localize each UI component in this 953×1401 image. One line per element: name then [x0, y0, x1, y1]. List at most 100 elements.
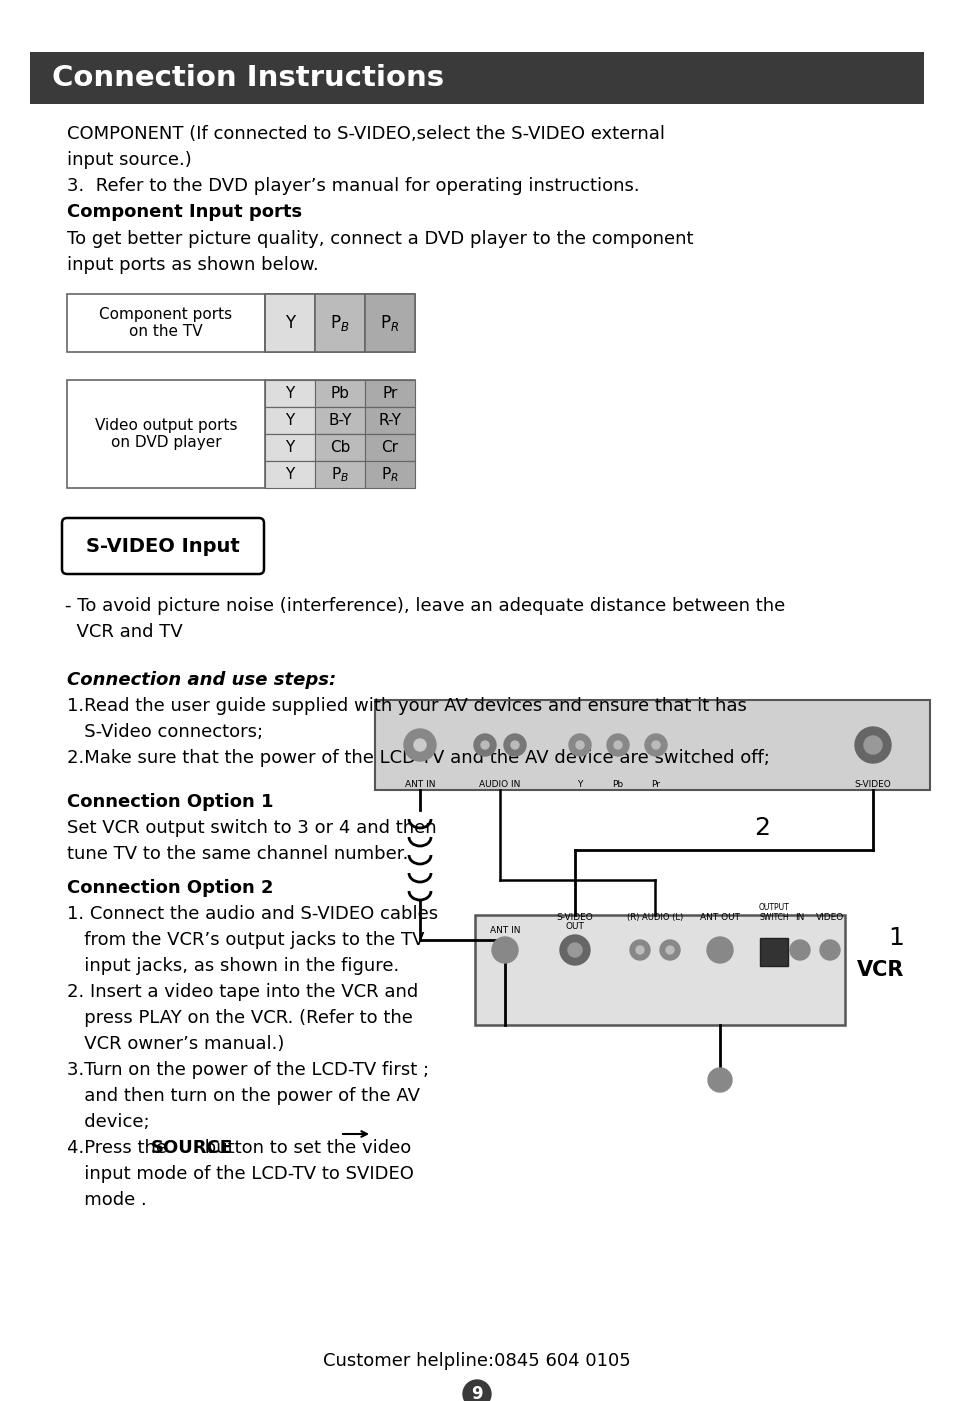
Text: VCR owner’s manual.): VCR owner’s manual.)	[67, 1035, 284, 1054]
Text: VCR and TV: VCR and TV	[65, 623, 183, 642]
Text: P$_R$: P$_R$	[381, 465, 398, 483]
Bar	[760, 939, 787, 967]
Circle shape	[568, 734, 590, 757]
Bar	[265, 294, 314, 352]
Text: P$_R$: P$_R$	[380, 312, 399, 333]
Circle shape	[474, 734, 496, 757]
Circle shape	[403, 729, 436, 761]
Circle shape	[707, 1068, 731, 1091]
Text: Cr: Cr	[381, 440, 398, 455]
Text: 1. Connect the audio and S-VIDEO cables: 1. Connect the audio and S-VIDEO cables	[67, 905, 437, 923]
Text: B-Y: B-Y	[328, 413, 352, 427]
Circle shape	[606, 734, 628, 757]
Text: P$_B$: P$_B$	[331, 465, 349, 483]
Circle shape	[659, 940, 679, 960]
Circle shape	[706, 937, 732, 962]
Bar	[265, 461, 314, 488]
Bar	[365, 434, 415, 461]
Bar	[475, 915, 844, 1026]
Text: Video output ports
on DVD player: Video output ports on DVD player	[94, 417, 237, 450]
Text: AUDIO IN: AUDIO IN	[478, 780, 520, 789]
Text: ANT OUT: ANT OUT	[700, 913, 740, 922]
Text: 2. Insert a video tape into the VCR and: 2. Insert a video tape into the VCR and	[67, 984, 417, 1000]
Text: 3.  Refer to the DVD player’s manual for operating instructions.: 3. Refer to the DVD player’s manual for …	[67, 177, 639, 195]
Text: mode .: mode .	[67, 1191, 147, 1209]
Text: S-VIDEO: S-VIDEO	[854, 780, 890, 789]
Bar	[67, 294, 415, 352]
Bar	[365, 461, 415, 488]
Text: Set VCR output switch to 3 or 4 and then: Set VCR output switch to 3 or 4 and then	[67, 820, 436, 836]
Circle shape	[636, 946, 643, 954]
Text: S-VIDEO Input: S-VIDEO Input	[86, 537, 239, 556]
Circle shape	[820, 940, 840, 960]
Circle shape	[863, 736, 882, 754]
Text: ANT IN: ANT IN	[404, 780, 435, 789]
Circle shape	[559, 934, 589, 965]
Circle shape	[503, 734, 525, 757]
Text: input mode of the LCD-TV to SVIDEO: input mode of the LCD-TV to SVIDEO	[67, 1166, 414, 1182]
Text: Connection Option 1: Connection Option 1	[67, 793, 274, 811]
Bar	[314, 408, 365, 434]
Text: 3.Turn on the power of the LCD-TV first ;: 3.Turn on the power of the LCD-TV first …	[67, 1061, 429, 1079]
Circle shape	[614, 741, 621, 750]
Text: P$_B$: P$_B$	[330, 312, 350, 333]
Text: device;: device;	[67, 1112, 150, 1131]
Text: VIDEO: VIDEO	[815, 913, 843, 922]
Circle shape	[576, 741, 583, 750]
Bar	[375, 700, 929, 790]
Text: Connection Instructions: Connection Instructions	[52, 64, 444, 92]
Circle shape	[665, 946, 673, 954]
Text: button to set the video: button to set the video	[199, 1139, 411, 1157]
Text: - To avoid picture noise (interference), leave an adequate distance between the: - To avoid picture noise (interference),…	[65, 597, 784, 615]
Text: R-Y: R-Y	[378, 413, 401, 427]
Bar	[265, 408, 314, 434]
Text: Y: Y	[285, 387, 294, 401]
Text: Cb: Cb	[330, 440, 350, 455]
Text: (R) AUDIO (L): (R) AUDIO (L)	[626, 913, 682, 922]
Bar	[265, 434, 314, 461]
Text: tune TV to the same channel number.: tune TV to the same channel number.	[67, 845, 408, 863]
Bar	[365, 294, 415, 352]
Bar	[365, 380, 415, 408]
Text: Y: Y	[285, 467, 294, 482]
Text: VCR: VCR	[856, 960, 903, 981]
Text: Component ports
on the TV: Component ports on the TV	[99, 307, 233, 339]
Bar	[265, 380, 314, 408]
Circle shape	[414, 738, 426, 751]
Text: 4.Press the: 4.Press the	[67, 1139, 172, 1157]
Circle shape	[854, 727, 890, 764]
Circle shape	[644, 734, 666, 757]
Bar	[314, 434, 365, 461]
Text: and then turn on the power of the AV: and then turn on the power of the AV	[67, 1087, 419, 1105]
Text: input jacks, as shown in the figure.: input jacks, as shown in the figure.	[67, 957, 399, 975]
Text: SOURCE: SOURCE	[151, 1139, 233, 1157]
Text: OUTPUT
SWITCH: OUTPUT SWITCH	[758, 902, 788, 922]
Bar	[314, 380, 365, 408]
Text: 2: 2	[753, 815, 769, 841]
Text: Component Input ports: Component Input ports	[67, 203, 302, 221]
FancyBboxPatch shape	[62, 518, 264, 574]
Circle shape	[480, 741, 489, 750]
Text: Pb: Pb	[330, 387, 349, 401]
Text: Y: Y	[285, 440, 294, 455]
Circle shape	[629, 940, 649, 960]
Text: IN: IN	[795, 913, 803, 922]
Text: S-VIDEO: S-VIDEO	[556, 913, 593, 922]
Text: Pb: Pb	[612, 780, 623, 789]
Text: ANT IN: ANT IN	[489, 926, 519, 934]
Circle shape	[651, 741, 659, 750]
Text: OUT: OUT	[565, 922, 584, 932]
Text: 1.Read the user guide supplied with your AV devices and ensure that it has: 1.Read the user guide supplied with your…	[67, 698, 746, 715]
Bar	[314, 461, 365, 488]
Bar	[30, 52, 923, 104]
Bar	[67, 380, 415, 488]
Circle shape	[511, 741, 518, 750]
Text: 2.Make sure that the power of the LCD-TV and the AV device are switched off;: 2.Make sure that the power of the LCD-TV…	[67, 750, 769, 766]
Text: Y: Y	[577, 780, 582, 789]
Text: Connection and use steps:: Connection and use steps:	[67, 671, 335, 689]
Text: Pr: Pr	[382, 387, 397, 401]
Text: from the VCR’s output jacks to the TV: from the VCR’s output jacks to the TV	[67, 932, 424, 948]
Text: To get better picture quality, connect a DVD player to the component: To get better picture quality, connect a…	[67, 230, 693, 248]
Text: input source.): input source.)	[67, 151, 192, 170]
Text: 9: 9	[471, 1386, 482, 1401]
